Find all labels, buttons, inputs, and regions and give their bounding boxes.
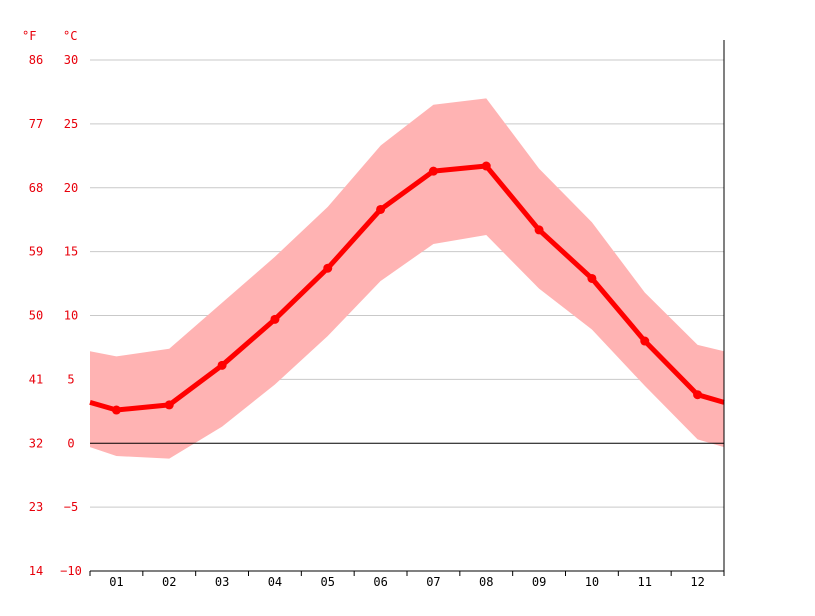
y-tick-label-fahrenheit: 86 <box>29 53 43 67</box>
x-tick-label: 03 <box>215 575 229 589</box>
mean-temperature-point <box>164 400 174 410</box>
x-tick-label: 11 <box>638 575 652 589</box>
y-tick-label-celsius: −10 <box>60 564 82 578</box>
mean-temperature-point <box>270 314 280 324</box>
y-tick-label-celsius: 5 <box>67 372 74 386</box>
x-tick-label: 08 <box>479 575 493 589</box>
y-tick-label-celsius: 10 <box>64 309 78 323</box>
x-tick-label: 04 <box>268 575 282 589</box>
mean-temperature-point <box>693 390 703 400</box>
x-tick-label: 06 <box>373 575 387 589</box>
mean-temperature-point <box>428 166 438 176</box>
mean-temperature-point <box>587 273 597 283</box>
x-tick-label: 09 <box>532 575 546 589</box>
y-tick-label-fahrenheit: 77 <box>29 117 43 131</box>
y-tick-label-celsius: 0 <box>67 436 74 450</box>
y-tick-label-celsius: 20 <box>64 181 78 195</box>
mean-temperature-point <box>534 225 544 235</box>
x-tick-label: 05 <box>321 575 335 589</box>
temperature-range-band <box>90 98 724 459</box>
mean-temperature-point <box>323 263 333 273</box>
y-tick-label-celsius: −5 <box>64 500 78 514</box>
x-tick-label: 01 <box>109 575 123 589</box>
mean-temperature-point <box>217 360 227 370</box>
x-tick-label: 02 <box>162 575 176 589</box>
y-tick-label-fahrenheit: 50 <box>29 309 43 323</box>
mean-temperature-line <box>89 163 725 413</box>
fahrenheit-unit-label: °F <box>22 29 36 43</box>
mean-temperature-point <box>481 161 491 171</box>
mean-temperature-point <box>111 405 121 415</box>
y-tick-label-fahrenheit: 14 <box>29 564 43 578</box>
y-tick-label-celsius: 30 <box>64 53 78 67</box>
y-tick-label-fahrenheit: 41 <box>29 372 43 386</box>
y-tick-label-fahrenheit: 68 <box>29 181 43 195</box>
y-tick-label-fahrenheit: 32 <box>29 436 43 450</box>
x-tick-label: 12 <box>690 575 704 589</box>
mean-temperature-point <box>640 336 650 346</box>
y-tick-label-celsius: 25 <box>64 117 78 131</box>
x-tick-label: 07 <box>426 575 440 589</box>
y-tick-label-fahrenheit: 23 <box>29 500 43 514</box>
x-tick-label: 10 <box>585 575 599 589</box>
y-tick-label-celsius: 15 <box>64 245 78 259</box>
celsius-unit-label: °C <box>63 29 77 43</box>
y-tick-label-fahrenheit: 59 <box>29 245 43 259</box>
mean-temperature-point <box>376 204 386 214</box>
